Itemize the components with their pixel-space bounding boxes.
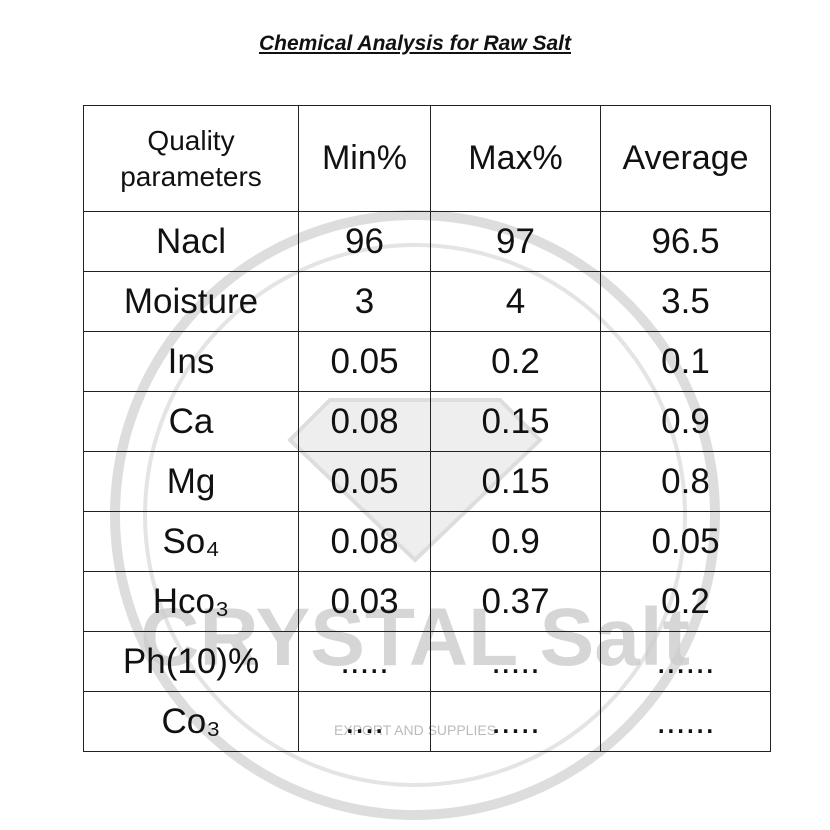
value-cell: 0.1 [600,331,771,392]
value-cell: 0.05 [298,331,431,392]
value-cell: 0.05 [600,511,771,572]
header-row: Quality parameters Min% Max% Average [83,105,771,212]
value-cell: 3.5 [600,271,771,332]
value-cell: 4 [430,271,601,332]
table-row: Ins 0.05 0.2 0.1 [83,331,771,392]
parameter-cell: Ca [83,391,299,452]
value-cell: 96.5 [600,211,771,272]
value-cell: 0.08 [298,391,431,452]
header-cell: Max% [430,105,601,212]
value-cell: 0.2 [600,571,771,632]
header-cell: Average [600,105,771,212]
header-cell: Min% [298,105,431,212]
parameter-cell: Mg [83,451,299,512]
value-cell: 97 [430,211,601,272]
value-cell: 0.9 [430,511,601,572]
table-row: Co₃............... [83,691,771,752]
parameter-cell: Co₃ [83,691,299,752]
table-row: Ca 0.08 0.15 0.9 [83,391,771,452]
value-cell: ...... [600,631,771,692]
value-cell: 0.8 [600,451,771,512]
table-row: Hco₃ 0.03 0.37 0.2 [83,571,771,632]
parameter-cell: Ins [83,331,299,392]
value-cell: 0.37 [430,571,601,632]
table-row: So₄ 0.08 0.9 0.05 [83,511,771,572]
parameter-cell: Nacl [83,211,299,272]
table-row: Mg 0.05 0.15 0.8 [83,451,771,512]
value-cell: ..... [298,631,431,692]
value-cell: ...... [600,691,771,752]
value-cell: 0.05 [298,451,431,512]
value-cell: 0.15 [430,391,601,452]
value-cell: ..... [430,691,601,752]
parameter-cell: Hco₃ [83,571,299,632]
value-cell: 0.03 [298,571,431,632]
parameter-cell: Ph(10)% [83,631,299,692]
value-cell: 0.15 [430,451,601,512]
value-cell: 0.9 [600,391,771,452]
value-cell: 0.2 [430,331,601,392]
document-title: Chemical Analysis for Raw Salt [259,32,571,55]
value-cell: 0.08 [298,511,431,572]
header-cell: Quality parameters [83,105,299,212]
value-cell: 96 [298,211,431,272]
table-row: Nacl 96 97 96.5 [83,211,771,272]
value-cell: ..... [430,631,601,692]
value-cell: .... [298,691,431,752]
analysis-table: Quality parameters Min% Max% Average Nacl 96 9… [83,105,771,752]
table-row: Moisture 3 4 3.5 [83,271,771,332]
parameter-cell: Moisture [83,271,299,332]
table-row: Ph(10)%................ [83,631,771,692]
parameter-cell: So₄ [83,511,299,572]
value-cell: 3 [298,271,431,332]
